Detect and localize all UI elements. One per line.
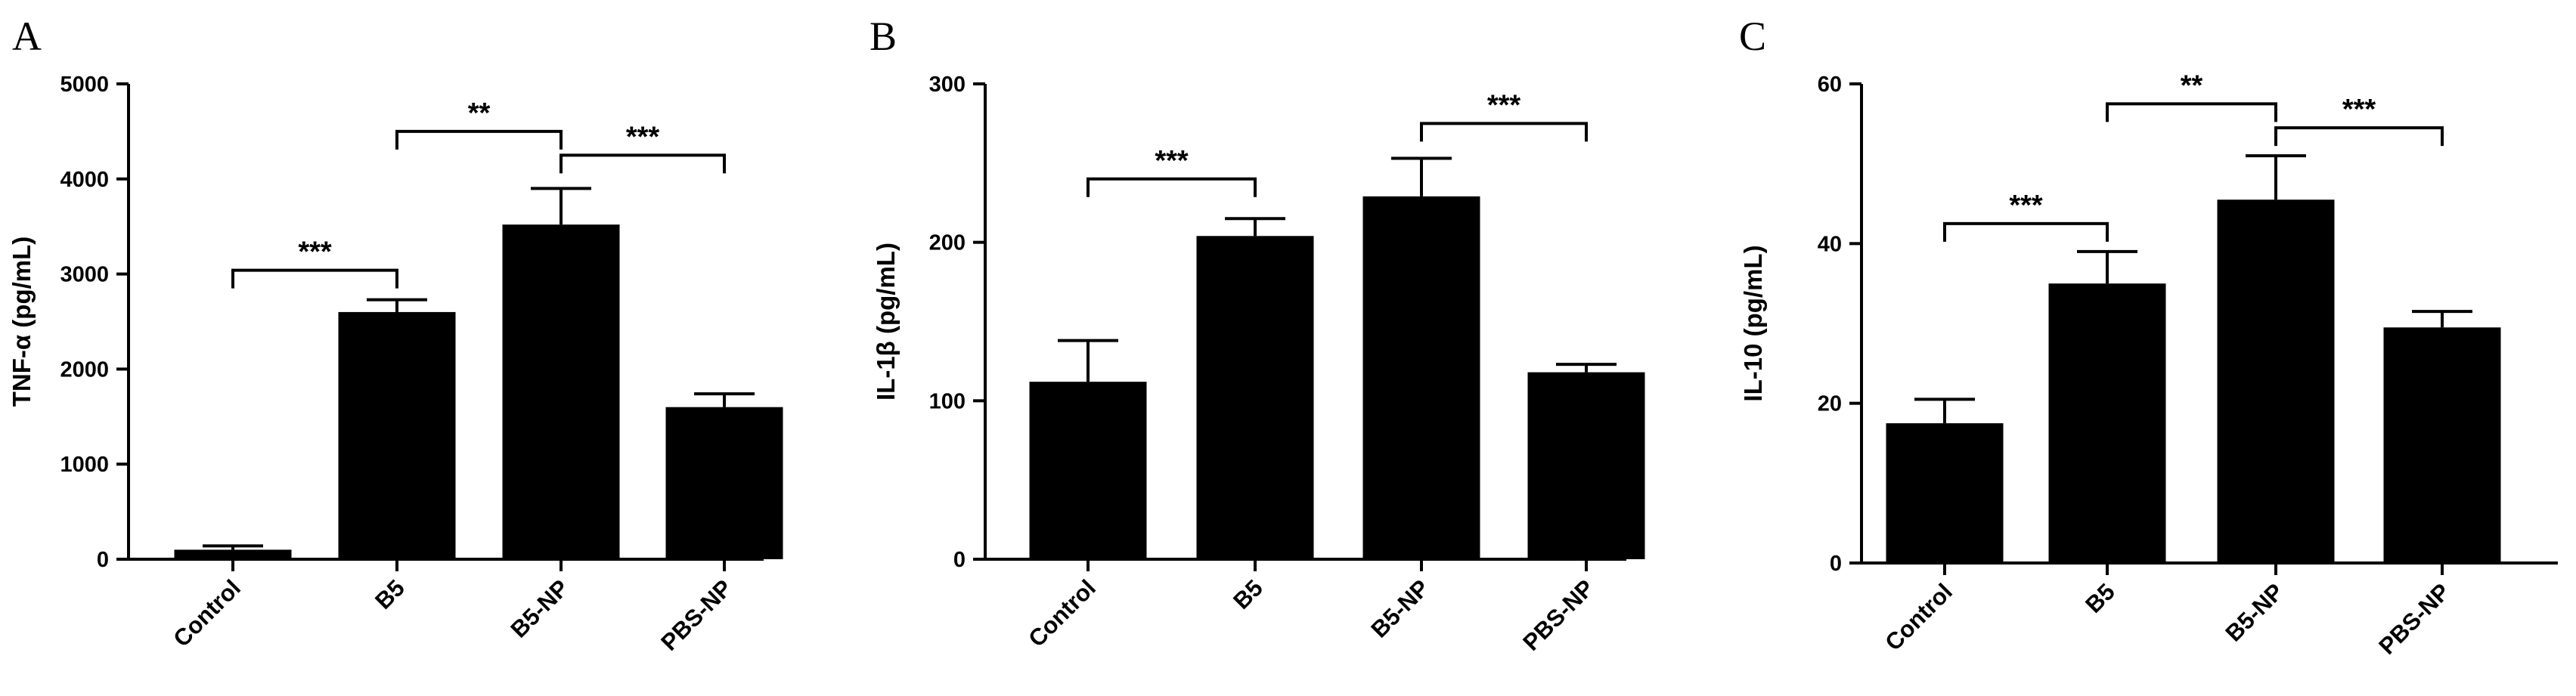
y-tick-label: 4000 <box>60 168 109 192</box>
panel-c: C 0 20 40 60 IL-10 (pg/mL) Control B5 B5-NP PBS-N… <box>1739 14 2558 660</box>
significance-label: ** <box>468 97 491 129</box>
significance-bracket <box>2274 126 2444 147</box>
significance-bracket <box>395 129 563 150</box>
category-label: PBS-NP <box>656 574 737 656</box>
significance-label: ** <box>2181 70 2203 101</box>
significance-bracket <box>1943 221 2109 242</box>
bar <box>2217 200 2335 563</box>
category-label: B5 <box>1228 574 1268 614</box>
y-tick-label: 3000 <box>60 263 109 287</box>
category-label: B5 <box>370 574 410 614</box>
bar <box>502 224 620 559</box>
y-tick-label: 100 <box>929 389 966 413</box>
significance-label: *** <box>2342 94 2376 125</box>
significance-label: *** <box>1155 145 1189 177</box>
significance-bracket <box>231 268 398 289</box>
y-axis-title: IL-10 (pg/mL) <box>1739 245 1767 401</box>
bar <box>1196 236 1314 559</box>
panel-letter-a: A <box>12 14 42 59</box>
y-tick-label: 300 <box>929 73 966 97</box>
category-label: B5-NP <box>505 574 574 643</box>
panel-a: A 0 1000 2000 3000 4000 5000 TNF-α (pg/mL) Contr… <box>8 14 783 656</box>
panel-b: B 0 100 200 300 IL-1β (pg/mL) Control B5 B5-NP PB… <box>870 14 1645 656</box>
significance-bracket <box>560 153 726 174</box>
significance-bracket <box>1420 122 1588 142</box>
panel-letter-c: C <box>1739 14 1766 59</box>
category-label: B5 <box>2080 578 2120 618</box>
significance-label: *** <box>2009 190 2043 221</box>
category-label: Control <box>1880 578 1958 656</box>
y-tick-label: 5000 <box>60 73 109 97</box>
bar <box>338 311 456 559</box>
y-tick-label: 2000 <box>60 357 109 382</box>
bar <box>1886 423 2004 563</box>
bar <box>1362 196 1480 559</box>
significance-label: *** <box>626 121 660 153</box>
bar <box>1029 382 1147 559</box>
category-label: Control <box>168 574 246 652</box>
category-label: PBS-NP <box>2373 578 2455 660</box>
significance-bracket <box>1087 177 1257 197</box>
y-axis-title: TNF-α (pg/mL) <box>8 237 36 407</box>
category-label: B5-NP <box>1365 574 1434 643</box>
bar <box>2383 327 2501 563</box>
category-label: PBS-NP <box>1517 574 1599 656</box>
panel-letter-b: B <box>870 14 897 59</box>
significance-bracket <box>2106 102 2277 122</box>
significance-label: *** <box>298 237 332 268</box>
bar <box>665 407 783 559</box>
bar <box>174 549 292 559</box>
y-tick-label: 0 <box>1830 552 1842 576</box>
category-label: Control <box>1023 574 1101 652</box>
significance-label: *** <box>1487 89 1521 121</box>
y-tick-label: 60 <box>1818 73 1842 97</box>
y-tick-label: 0 <box>953 548 966 572</box>
y-tick-label: 0 <box>97 548 109 572</box>
bar <box>1527 372 1645 559</box>
y-axis-title: IL-1β (pg/mL) <box>872 243 900 401</box>
y-tick-label: 40 <box>1818 232 1842 256</box>
y-tick-label: 20 <box>1818 392 1842 416</box>
y-tick-label: 200 <box>929 231 966 255</box>
y-tick-label: 1000 <box>60 453 109 477</box>
bar <box>2048 283 2166 563</box>
category-label: B5-NP <box>2220 578 2289 647</box>
